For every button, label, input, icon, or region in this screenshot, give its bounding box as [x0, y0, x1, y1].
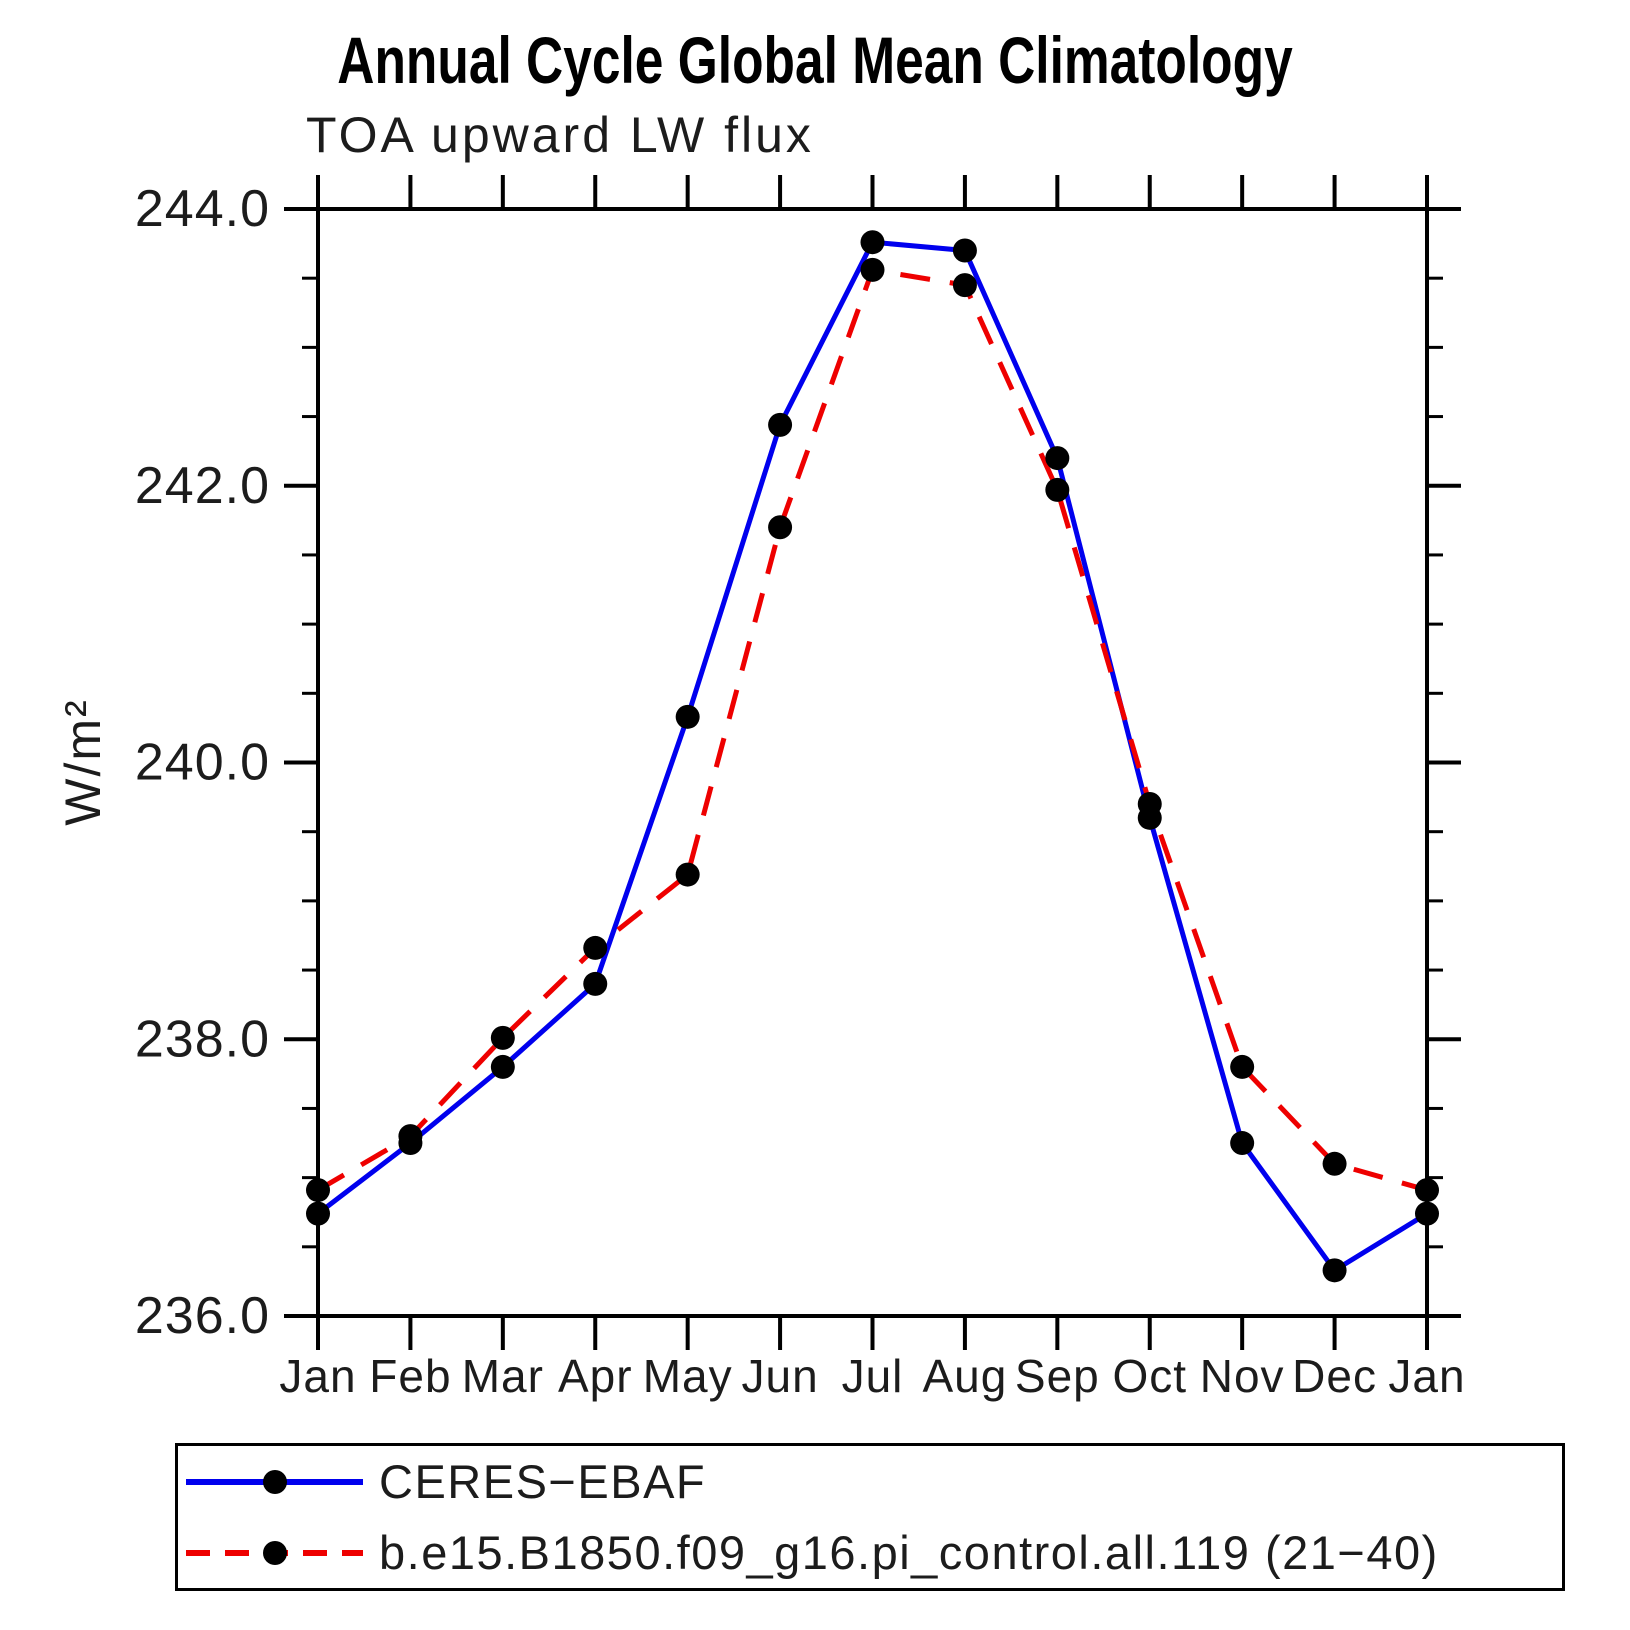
legend-item-model: b.e15.B1850.f09_g16.pi_control.all.119 (…	[178, 1517, 1562, 1588]
series-1-marker	[952, 273, 977, 298]
legend-marker-dot	[263, 1469, 287, 1494]
legend-dashed-line-sample	[186, 1540, 363, 1565]
y-axis-title: W/m²	[55, 698, 111, 825]
plot-frame	[316, 207, 1429, 1318]
y-tick-label: 244.0	[135, 180, 270, 238]
series-1-marker	[490, 1025, 515, 1050]
series-1-marker	[583, 935, 608, 960]
x-tick-label: Mar	[462, 1350, 544, 1402]
x-tick-label: Nov	[1200, 1350, 1285, 1402]
series-line-0	[316, 239, 1429, 1273]
series-1-marker	[1045, 477, 1070, 502]
chart-title: Annual Cycle Global Mean Climatology	[337, 23, 1293, 97]
x-tick-label: Jul	[842, 1350, 904, 1402]
series-1-marker	[1137, 792, 1162, 817]
series-0-marker	[675, 704, 700, 729]
series-0-marker	[490, 1054, 515, 1079]
series-0-marker	[1230, 1131, 1255, 1156]
series-1-marker	[675, 862, 700, 887]
x-tick-label: Feb	[369, 1350, 451, 1402]
y-tick-label: 240.0	[135, 734, 270, 792]
series-0-marker	[583, 971, 608, 996]
x-tick-label: Apr	[558, 1350, 633, 1402]
series-0-marker	[306, 1201, 330, 1226]
series-line-1	[316, 267, 1428, 1193]
x-tick-label: Dec	[1292, 1350, 1377, 1402]
y-tick-label: 236.0	[135, 1287, 270, 1345]
legend-label-observation: CERES−EBAF	[379, 1455, 707, 1508]
legend-item-observation: CERES−EBAF	[178, 1446, 1562, 1517]
legend-marker-dot	[263, 1540, 287, 1565]
series-0-marker	[952, 238, 977, 263]
y-tick-label: 242.0	[135, 457, 270, 515]
series-0-marker	[1322, 1258, 1347, 1283]
x-tick-label: Jan	[1388, 1350, 1465, 1402]
legend: CERES−EBAF b.e15.B1850.f09_g16.pi_contro…	[175, 1443, 1565, 1591]
y-tick-label: 238.0	[135, 1010, 270, 1068]
series-0-marker	[1045, 446, 1070, 471]
x-tick-label: Oct	[1112, 1350, 1187, 1402]
x-tick-label: May	[643, 1350, 733, 1402]
series-0-marker	[1415, 1201, 1439, 1226]
series-1-marker	[768, 515, 793, 540]
legend-solid-line-sample	[186, 1469, 363, 1494]
series-1-marker	[1415, 1178, 1439, 1203]
chart-subtitle: TOA upward LW flux	[306, 107, 814, 163]
series-0-marker	[768, 412, 793, 437]
series-1-marker	[1230, 1054, 1255, 1079]
series-1-marker	[306, 1178, 330, 1203]
series-1-marker	[398, 1124, 423, 1149]
x-tick-label: Jan	[279, 1350, 356, 1402]
series-1-marker	[860, 257, 885, 282]
x-tick-label: Jun	[741, 1350, 818, 1402]
series-0-marker	[860, 230, 885, 255]
series-1-marker	[1322, 1151, 1347, 1176]
x-tick-label: Sep	[1015, 1350, 1100, 1402]
legend-label-model: b.e15.B1850.f09_g16.pi_control.all.119 (…	[379, 1526, 1439, 1579]
x-tick-label: Aug	[922, 1350, 1007, 1402]
